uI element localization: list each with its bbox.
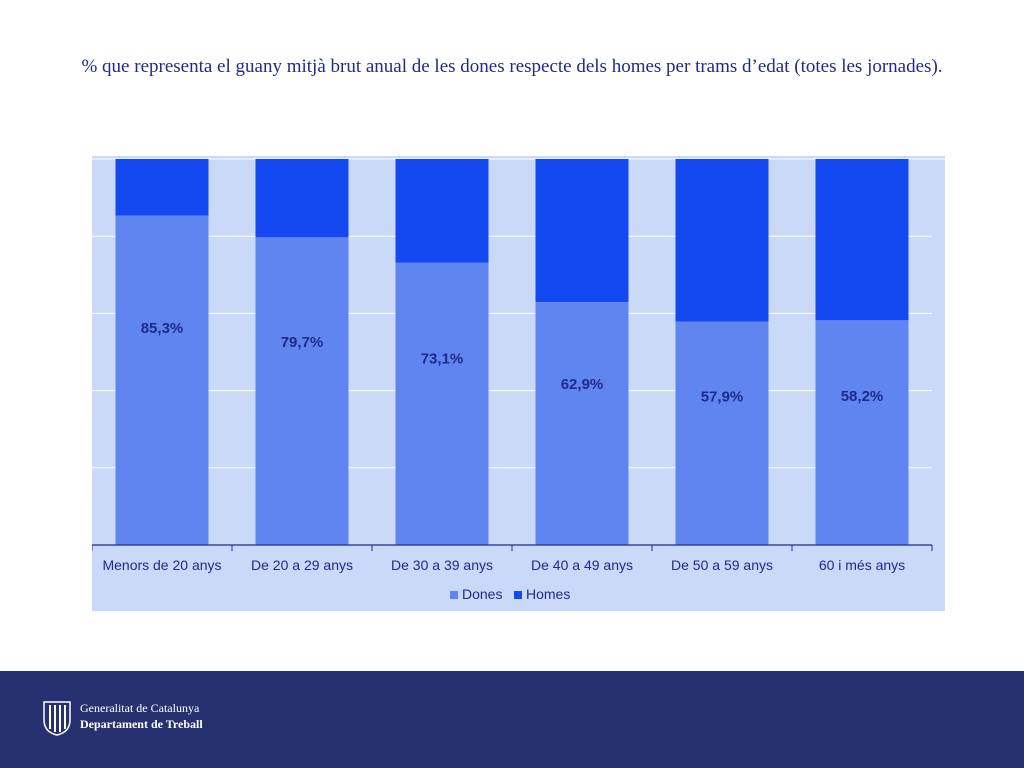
legend-swatch-homes	[514, 591, 522, 599]
bar-dones	[395, 262, 489, 545]
legend-label-homes: Homes	[526, 586, 570, 602]
x-tick-label: 60 i més anys	[819, 557, 905, 573]
bar-homes	[395, 159, 489, 263]
bar-dones	[815, 320, 909, 545]
data-label: 79,7%	[281, 334, 324, 351]
bar-homes	[255, 159, 349, 238]
data-label: 73,1%	[421, 351, 464, 368]
data-label: 62,9%	[561, 376, 604, 393]
chart-area: 85,3% Menors de 20 anys 79,7% De 20 a 29 an…	[92, 156, 945, 611]
org-name: Generalitat de Catalunya	[80, 701, 200, 715]
bar-chart: 85,3% Menors de 20 anys 79,7% De 20 a 29 an…	[92, 158, 945, 602]
x-tick-label: De 50 a 59 anys	[671, 557, 773, 573]
bar-dones	[535, 302, 629, 545]
bar-dones	[255, 237, 349, 545]
legend-label-dones: Dones	[462, 586, 502, 602]
bar-homes	[535, 159, 629, 303]
x-tick-label: Menors de 20 anys	[102, 557, 221, 573]
x-tick-label: De 30 a 39 anys	[391, 557, 493, 573]
bar-homes	[675, 159, 769, 322]
bar-dones	[115, 215, 209, 545]
bar-dones	[675, 321, 769, 545]
footer-bar: Generalitat de Catalunya Departament de …	[0, 671, 1024, 768]
x-tick-label: De 20 a 29 anys	[251, 557, 353, 573]
generalitat-logo-icon	[43, 701, 71, 736]
data-label: 57,9%	[701, 389, 744, 406]
bar-homes	[815, 159, 909, 321]
page-title: % que representa el guany mitjà brut anu…	[81, 56, 943, 77]
data-label: 85,3%	[141, 320, 184, 337]
bar-homes	[115, 159, 209, 216]
x-tick-label: De 40 a 49 anys	[531, 557, 633, 573]
department-name: Departament de Treball	[80, 717, 203, 731]
legend-swatch-dones	[450, 591, 458, 599]
data-label: 58,2%	[841, 388, 884, 405]
